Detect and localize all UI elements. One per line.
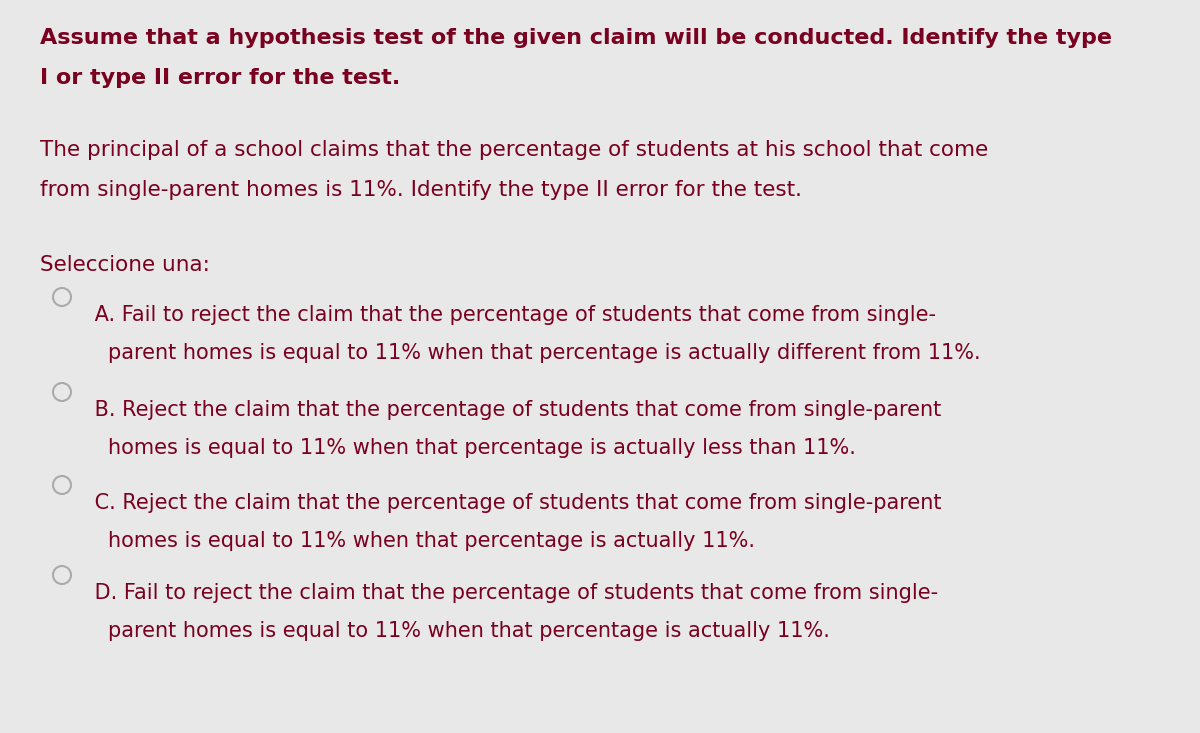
Ellipse shape [53, 566, 71, 584]
Ellipse shape [53, 476, 71, 494]
Text: A. Fail to reject the claim that the percentage of students that come from singl: A. Fail to reject the claim that the per… [88, 305, 936, 325]
Text: C. Reject the claim that the percentage of students that come from single-parent: C. Reject the claim that the percentage … [88, 493, 942, 513]
Text: The principal of a school claims that the percentage of students at his school t: The principal of a school claims that th… [40, 140, 989, 160]
Text: parent homes is equal to 11% when that percentage is actually 11%.: parent homes is equal to 11% when that p… [108, 621, 830, 641]
Text: I or type II error for the test.: I or type II error for the test. [40, 68, 401, 88]
Text: B. Reject the claim that the percentage of students that come from single-parent: B. Reject the claim that the percentage … [88, 400, 941, 420]
Text: homes is equal to 11% when that percentage is actually less than 11%.: homes is equal to 11% when that percenta… [108, 438, 856, 458]
Ellipse shape [53, 288, 71, 306]
Text: parent homes is equal to 11% when that percentage is actually different from 11%: parent homes is equal to 11% when that p… [108, 343, 980, 363]
Text: D. Fail to reject the claim that the percentage of students that come from singl: D. Fail to reject the claim that the per… [88, 583, 938, 603]
Ellipse shape [53, 383, 71, 401]
Text: from single-parent homes is 11%. Identify the type II error for the test.: from single-parent homes is 11%. Identif… [40, 180, 802, 200]
Text: Seleccione una:: Seleccione una: [40, 255, 210, 275]
Text: homes is equal to 11% when that percentage is actually 11%.: homes is equal to 11% when that percenta… [108, 531, 755, 551]
Text: Assume that a hypothesis test of the given claim will be conducted. Identify the: Assume that a hypothesis test of the giv… [40, 28, 1112, 48]
